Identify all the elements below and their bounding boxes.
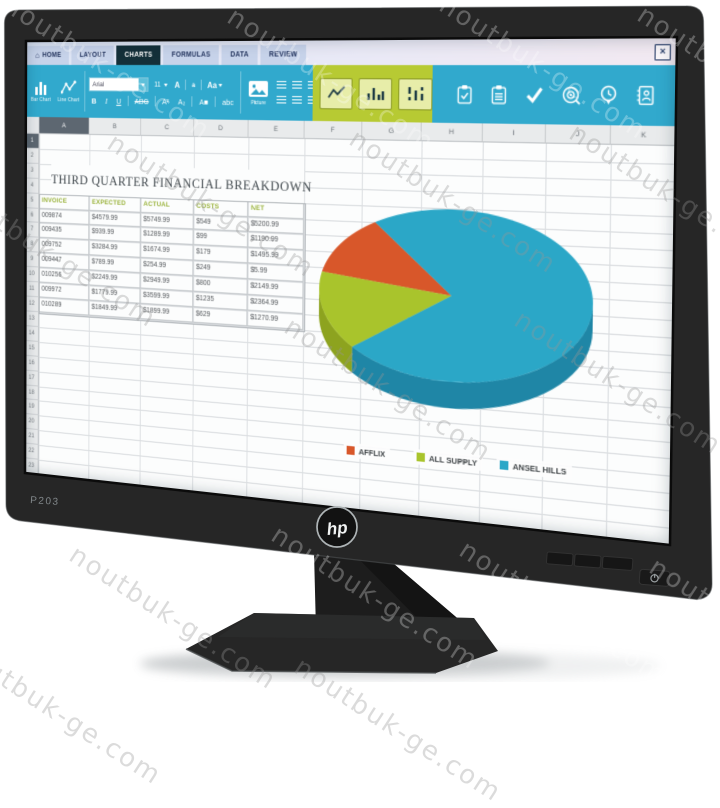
align-center-icon[interactable]	[292, 95, 302, 104]
power-icon	[650, 573, 659, 583]
osd-button	[573, 553, 602, 569]
stand-base-top	[218, 613, 486, 640]
font-size-value: 11	[154, 81, 161, 89]
change-case-button[interactable]: Aa	[205, 80, 224, 90]
monitor-screen: ⌂ HOME LAYOUT CHARTS FORMULAS DATA REVIE…	[25, 36, 677, 546]
stand-neck	[314, 552, 470, 631]
dropdown-arrow-icon	[138, 78, 148, 91]
ribbon-tab-bar: ⌂ HOME LAYOUT CHARTS FORMULAS DATA REVIE…	[25, 36, 677, 66]
column-chart-type-icon	[365, 85, 385, 103]
contact-book-icon[interactable]	[635, 85, 656, 106]
line-chart-type-icon	[326, 84, 346, 101]
underline-button[interactable]: U	[116, 96, 122, 106]
tab-label: REVIEW	[269, 51, 298, 59]
osd-button	[601, 555, 634, 571]
align-left-icon[interactable]	[276, 95, 287, 103]
watermark-text: noutbuk-ge.com	[0, 635, 167, 792]
pie-chart	[318, 206, 595, 421]
font-color-button[interactable]: A■	[199, 96, 209, 107]
chart-type-panel	[312, 65, 433, 123]
bar-chart-button[interactable]: Bar Chart	[30, 79, 51, 103]
home-icon: ⌂	[35, 50, 40, 60]
line-chart-label: Line Chart	[57, 96, 80, 103]
column-chart-type-button[interactable]	[358, 77, 393, 110]
superscript-button[interactable]: A²	[162, 96, 169, 106]
tab-data[interactable]: DATA	[221, 44, 258, 66]
tab-review[interactable]: REVIEW	[260, 44, 307, 66]
tab-label: HOME	[42, 51, 62, 59]
bold-button[interactable]: B	[91, 95, 97, 106]
shrink-font-button[interactable]: a	[191, 81, 196, 89]
watermark-text: noutbuk-ge.com	[63, 540, 282, 697]
line-chart-type-button[interactable]	[319, 77, 353, 110]
bullet-list-icon[interactable]	[276, 80, 287, 89]
subscript-button[interactable]: A₂	[178, 96, 186, 107]
osd-button	[545, 551, 574, 567]
font-family-value: Arial	[92, 80, 105, 88]
line-chart-icon	[60, 80, 76, 93]
legend-label: ANSEL HILLS	[512, 461, 567, 477]
tab-label: FORMULAS	[171, 51, 211, 59]
hp-logo-text: hp	[326, 518, 349, 539]
candlestick-chart-type-button[interactable]	[398, 77, 433, 110]
checkmark-icon[interactable]	[524, 84, 544, 105]
picture-label: Picture	[250, 99, 266, 106]
model-label: P203	[30, 495, 60, 508]
legend-swatch	[346, 445, 355, 456]
watermark-text: noutbuk-ge.com	[265, 520, 484, 677]
italic-button[interactable]: I	[105, 96, 108, 106]
font-family-select[interactable]: Arial	[89, 77, 149, 92]
tab-label: LAYOUT	[79, 51, 106, 59]
bar-chart-icon	[34, 81, 46, 95]
tab-charts[interactable]: CHARTS	[116, 45, 161, 66]
hp-logo	[316, 506, 358, 548]
stand-base-highlight	[185, 648, 437, 674]
ribbon-right-icons	[455, 65, 656, 126]
power-button	[638, 568, 671, 587]
tab-layout[interactable]: LAYOUT	[71, 45, 114, 65]
stand-shadow-outer	[140, 651, 660, 681]
bar-chart-label: Bar Chart	[30, 96, 51, 103]
watermark-text: noutbuk-ge.com	[453, 535, 672, 692]
grow-font-button[interactable]: A	[174, 80, 180, 90]
tab-home[interactable]: ⌂ HOME	[27, 45, 70, 65]
tab-label: DATA	[230, 51, 249, 59]
watermark-text: noutbuk-ge.com	[288, 652, 507, 808]
clipboard-check-icon[interactable]	[455, 84, 473, 104]
close-button[interactable]: ×	[654, 44, 672, 61]
candlestick-chart-type-icon	[405, 85, 426, 103]
clock-pin-icon[interactable]	[599, 84, 619, 106]
strikethrough-button[interactable]: ABC	[134, 96, 149, 106]
stand-base	[186, 613, 498, 673]
legend-label: AFFLIX	[358, 446, 386, 459]
font-size-select[interactable]: 11	[152, 78, 169, 90]
tab-formulas[interactable]: FORMULAS	[163, 45, 220, 66]
picture-icon	[248, 80, 269, 97]
legend-label: ALL SUPPLY	[428, 453, 478, 468]
watermark-text: noutbuk-ge.com	[643, 552, 720, 709]
target-icon[interactable]	[561, 85, 582, 106]
numbered-list-icon[interactable]	[292, 80, 303, 89]
picture-button[interactable]: Picture	[245, 65, 272, 120]
tab-label: CHARTS	[124, 51, 153, 59]
clear-format-button[interactable]: abc	[222, 97, 234, 107]
clipboard-grid-icon[interactable]	[490, 84, 509, 104]
legend-swatch	[416, 452, 425, 462]
legend-swatch	[499, 460, 509, 471]
stand-shadow	[140, 650, 550, 676]
ribbon-toolbar: Bar Chart Line Chart Arial 11	[25, 64, 677, 127]
stand-neck-shade	[352, 552, 470, 629]
line-chart-button[interactable]: Line Chart	[58, 80, 80, 103]
